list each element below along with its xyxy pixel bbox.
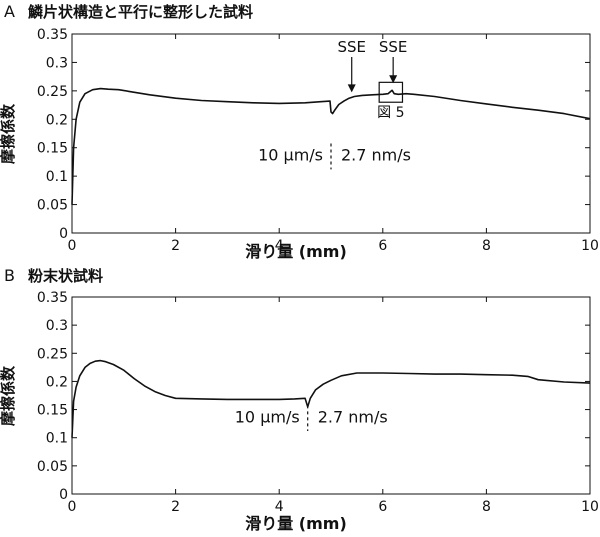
x-tick-label: 8 — [482, 238, 491, 254]
x-tick-label: 0 — [68, 238, 77, 254]
y-tick-label: 0.15 — [37, 403, 68, 419]
y-tick-label: 0.05 — [37, 198, 68, 214]
x-tick-label: 4 — [275, 499, 284, 515]
panel-b-y-axis-label: 摩擦係数 — [0, 365, 17, 426]
y-tick-label: 0 — [59, 487, 68, 503]
panel-a-ticks — [71, 33, 591, 234]
y-tick-label: 0.15 — [37, 141, 68, 157]
y-tick-label: 0.2 — [46, 112, 68, 128]
y-tick-label: 0.1 — [46, 431, 68, 447]
panel-a-inset-label: 図 5 — [377, 105, 404, 121]
panel-b-y-tick-labels: 0 0.05 0.1 0.15 0.2 0.25 0.3 0.35 — [37, 290, 68, 503]
panel-a-title: 鱗片状構造と平行に整形した試料 — [27, 3, 253, 21]
panel-b-velocity-left-label: 10 μm/s — [235, 407, 300, 426]
y-tick-label: 0.35 — [37, 290, 68, 306]
panel-b-velocity-right-label: 2.7 nm/s — [318, 407, 388, 426]
panel-a-series-line — [71, 87, 591, 205]
panel-b-chart: B 粉末状試料 0 0.05 0.1 0.15 0.2 0.25 0.3 0.35 0 2 4 6 8… — [0, 266, 599, 533]
y-tick-label: 0.3 — [46, 55, 68, 71]
panel-a-velocity-left-label: 10 μm/s — [258, 145, 323, 164]
panel-b-letter: B — [4, 266, 15, 285]
panel-a-letter: A — [4, 2, 15, 21]
y-tick-label: 0.25 — [37, 346, 68, 362]
y-tick-label: 0.1 — [46, 169, 68, 185]
panel-a-x-tick-labels: 0 2 4 6 8 10 — [68, 238, 599, 254]
y-tick-label: 0.25 — [37, 84, 68, 100]
panel-b-x-tick-labels: 0 2 4 6 8 10 — [68, 499, 599, 515]
sse-annotation-label: SSE — [379, 38, 408, 56]
x-tick-label: 6 — [378, 499, 387, 515]
panel-a-y-axis-label: 摩擦係数 — [0, 103, 17, 164]
panel-a-y-tick-labels: 0 0.05 0.1 0.15 0.2 0.25 0.3 0.35 — [37, 27, 68, 242]
sse-arrowhead — [347, 84, 356, 93]
x-tick-label: 2 — [171, 499, 180, 515]
panel-b-ticks — [71, 296, 591, 495]
y-tick-label: 0.2 — [46, 374, 68, 390]
panel-a-inset-box — [378, 81, 404, 103]
panel-a-plot-frame — [71, 33, 591, 234]
y-tick-label: 0.3 — [46, 318, 68, 334]
panel-a-velocity-right-label: 2.7 nm/s — [341, 145, 411, 164]
panel-a-chart: A 鱗片状構造と平行に整形した試料 0 0.05 0.1 0.15 0.2 0.25 0.3… — [0, 2, 599, 261]
x-tick-label: 10 — [581, 238, 599, 254]
x-tick-label: 8 — [482, 499, 491, 515]
y-tick-label: 0.05 — [37, 459, 68, 475]
sse-arrowhead — [389, 75, 398, 84]
panel-b-plot-frame — [71, 296, 591, 495]
x-tick-label: 10 — [581, 499, 599, 515]
y-tick-label: 0 — [59, 226, 68, 242]
x-tick-label: 0 — [68, 499, 77, 515]
panel-b-x-axis-label: 滑り量 (mm) — [245, 514, 347, 533]
y-tick-label: 0.35 — [37, 27, 68, 43]
x-tick-label: 4 — [275, 238, 284, 254]
panel-b-title: 粉末状試料 — [28, 267, 103, 285]
panel-b-series-line — [71, 359, 591, 438]
panel-a-x-axis-label: 滑り量 (mm) — [245, 242, 347, 261]
sse-annotation-label: SSE — [337, 38, 366, 56]
panel-a-annotations: SSE SSE — [337, 38, 408, 93]
x-tick-label: 2 — [171, 238, 180, 254]
x-tick-label: 6 — [378, 238, 387, 254]
